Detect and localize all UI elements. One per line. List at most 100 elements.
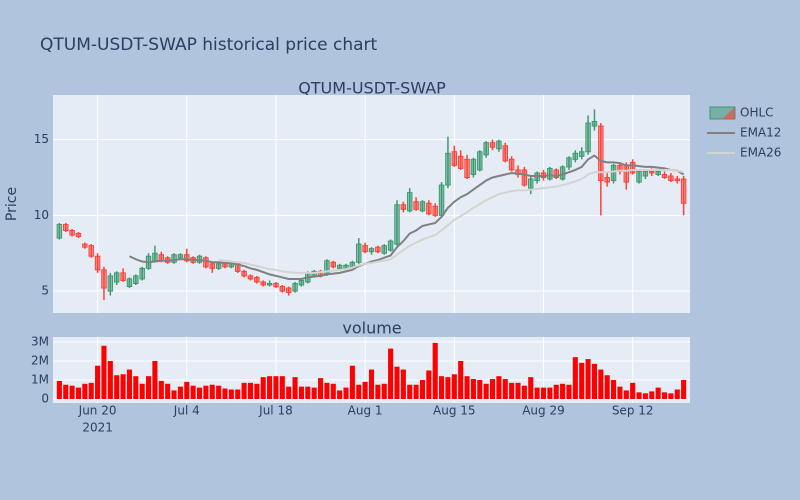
volume-bar: [419, 379, 426, 400]
volume-bar: [630, 382, 636, 400]
x-tick-year: 2021: [82, 421, 113, 435]
candle-body: [260, 281, 266, 286]
volume-bar: [394, 366, 400, 400]
candle-body: [266, 282, 273, 286]
candle-body: [413, 201, 419, 210]
candle-body: [649, 170, 655, 174]
candle-body: [381, 245, 387, 254]
x-tick-label: Aug 15: [433, 404, 476, 418]
legend-label[interactable]: OHLC: [740, 106, 774, 120]
subplot-title: volume: [342, 319, 401, 338]
candle-body: [126, 278, 133, 288]
candle-body: [362, 245, 368, 253]
volume-bar: [56, 380, 62, 400]
volume-bar: [139, 383, 145, 400]
candle-body: [241, 270, 247, 277]
volume-bar: [267, 376, 273, 400]
volume-bar: [388, 348, 394, 400]
volume-bar: [158, 380, 164, 400]
price-plot-area: [53, 95, 690, 313]
volume-bar: [617, 386, 623, 400]
y-tick-label: 10: [34, 208, 49, 222]
candle-body: [470, 158, 477, 175]
volume-bar: [591, 363, 597, 400]
volume-bar: [407, 384, 413, 400]
volume-bar: [273, 376, 279, 400]
subplot-title: QTUM-USDT-SWAP: [298, 79, 446, 98]
candle-body: [457, 155, 464, 169]
volume-bar: [681, 379, 687, 400]
candle-body: [629, 161, 636, 174]
volume-bar: [63, 384, 69, 400]
candle-body: [63, 223, 69, 231]
volume-bar: [82, 383, 88, 400]
volume-bar: [368, 369, 375, 400]
candle-body: [655, 170, 661, 175]
candle-body: [661, 173, 668, 179]
candle-body: [438, 184, 445, 216]
volume-bar: [209, 384, 215, 400]
x-tick-label: Jul 4: [173, 404, 200, 418]
volume-bar: [439, 376, 445, 400]
volume-bar: [636, 392, 642, 400]
candle-body: [400, 204, 407, 210]
candle-body: [69, 229, 75, 236]
candle-body: [674, 178, 680, 182]
y-tick-label: 2M: [31, 353, 49, 367]
volume-bar: [496, 376, 502, 400]
volume-bar: [222, 388, 228, 400]
volume-bar: [298, 386, 304, 400]
volume-bar: [279, 376, 285, 400]
volume-bar: [133, 376, 139, 400]
candle-body: [336, 264, 343, 269]
candle-body: [75, 233, 82, 238]
y-tick-label: 5: [41, 284, 49, 298]
candle-body: [273, 282, 279, 288]
volume-bar: [311, 387, 317, 400]
candle-body: [508, 158, 515, 171]
y-tick-label: 0: [41, 392, 49, 406]
volume-bar: [515, 382, 521, 400]
volume-bar: [375, 384, 381, 400]
candle-body: [419, 201, 426, 212]
volume-bar: [483, 383, 489, 400]
candle-body: [464, 158, 470, 179]
volume-bar: [241, 382, 247, 400]
candle-body: [368, 248, 375, 253]
legend-label[interactable]: EMA26: [740, 146, 781, 160]
volume-bar: [114, 375, 120, 400]
candle-body: [203, 257, 209, 268]
candle-body: [623, 164, 630, 183]
volume-bar: [171, 390, 177, 400]
candle-body: [668, 175, 674, 182]
volume-bar: [305, 386, 311, 400]
candle-body: [222, 263, 228, 268]
candle-body: [215, 263, 222, 269]
legend-label[interactable]: EMA12: [740, 126, 781, 140]
volume-bar: [184, 381, 190, 400]
candle-body: [82, 243, 88, 248]
volume-bar: [107, 360, 113, 400]
candle-body: [133, 275, 139, 284]
volume-bar: [655, 387, 661, 400]
volume-bar: [101, 345, 107, 400]
candle-body: [209, 263, 215, 269]
candle-body: [113, 272, 120, 283]
candle-body: [680, 178, 687, 204]
volume-bar: [553, 384, 559, 400]
y-axis-label: Price: [4, 187, 20, 221]
x-tick-label: Aug 29: [522, 404, 565, 418]
x-tick-label: Sep 12: [612, 404, 654, 418]
volume-bar: [528, 377, 534, 400]
volume-bar: [489, 379, 496, 400]
volume-bar: [196, 387, 203, 400]
volume-bar: [349, 365, 355, 400]
candle-body: [292, 282, 298, 292]
volume-bar: [668, 393, 674, 400]
candle-body: [184, 254, 190, 262]
volume-bar: [566, 384, 572, 400]
candle-body: [101, 269, 107, 289]
volume-bar: [451, 374, 457, 400]
volume-bar: [216, 385, 222, 400]
candle-body: [107, 275, 114, 292]
